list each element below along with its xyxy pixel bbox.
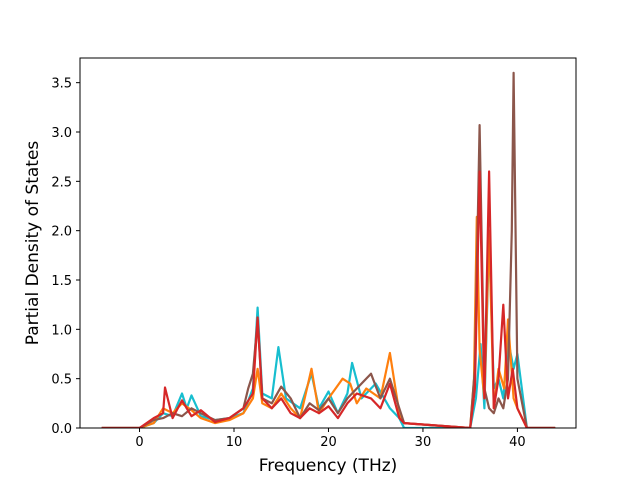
x-tick-label: 30 (415, 435, 432, 450)
x-tick-label: 40 (509, 435, 526, 450)
plot-area (80, 58, 576, 428)
y-tick-label: 2.0 (51, 225, 72, 240)
y-axis-ticks: 0.0 0.5 1.0 1.5 2.0 2.5 3.0 3.5 (51, 77, 80, 437)
x-tick-label: 0 (135, 435, 143, 450)
x-axis-ticks: 0 10 20 30 40 (135, 428, 526, 450)
plot-frame (79, 57, 577, 429)
series-layer (101, 71, 556, 428)
y-tick-label: 0.5 (51, 373, 72, 388)
y-tick-label: 0.0 (51, 422, 72, 437)
y-tick-label: 3.5 (51, 77, 72, 92)
y-tick-label: 3.0 (51, 126, 72, 141)
y-tick-label: 1.0 (51, 323, 72, 338)
y-tick-label: 1.5 (51, 274, 72, 289)
series-line-3 (101, 71, 556, 428)
x-tick-label: 10 (226, 435, 243, 450)
y-tick-label: 2.5 (51, 175, 72, 190)
x-tick-label: 20 (320, 435, 337, 450)
series-line-4 (101, 170, 556, 428)
x-axis-label: Frequency (THz) (259, 456, 398, 476)
y-axis-label: Partial Density of States (23, 141, 43, 346)
